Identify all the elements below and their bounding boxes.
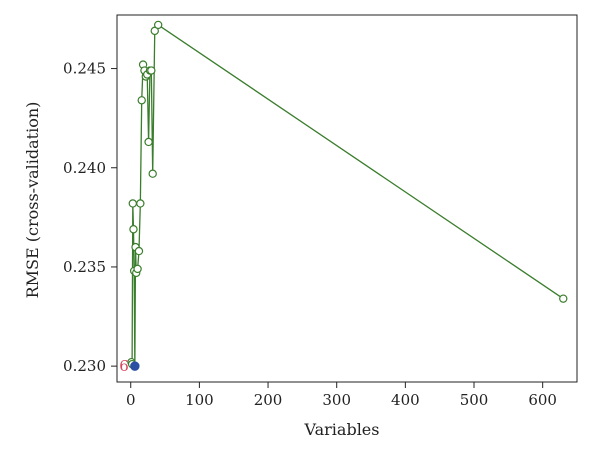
- x-axis: 0 100 200 300 400 500 600: [126, 382, 557, 409]
- x-tick-label: 300: [322, 391, 351, 409]
- highlight-layer: 6: [119, 357, 140, 375]
- series-line: [130, 23, 564, 367]
- y-axis: 0.230 0.235 0.240 0.245: [63, 60, 117, 375]
- data-point: [144, 137, 153, 147]
- highlight-label: 6: [119, 357, 129, 375]
- data-point: [133, 264, 142, 274]
- data-point: [147, 66, 156, 75]
- x-tick-label: 600: [528, 391, 557, 409]
- x-tick-label: 400: [391, 391, 420, 409]
- data-point: [137, 96, 146, 105]
- x-tick-label: 0: [126, 391, 136, 409]
- x-tick-label: 500: [460, 391, 489, 409]
- y-tick-label: 0.230: [63, 357, 106, 375]
- data-point: [148, 169, 157, 178]
- x-axis-label: Variables: [304, 420, 380, 439]
- highlight-point: [130, 361, 140, 371]
- data-point: [129, 225, 138, 234]
- y-axis-label: RMSE (cross-validation): [23, 102, 42, 299]
- data-point: [153, 20, 163, 30]
- data-point: [559, 294, 568, 303]
- y-tick-label: 0.235: [63, 258, 106, 276]
- x-tick-label: 100: [185, 391, 214, 409]
- y-tick-label: 0.240: [63, 159, 106, 177]
- y-tick-label: 0.245: [63, 60, 106, 78]
- plot-frame: [116, 14, 578, 383]
- data-point: [128, 199, 137, 208]
- x-tick-label: 200: [254, 391, 283, 409]
- data-point: [134, 246, 144, 256]
- series-layer: [127, 20, 568, 371]
- data-point: [136, 199, 145, 208]
